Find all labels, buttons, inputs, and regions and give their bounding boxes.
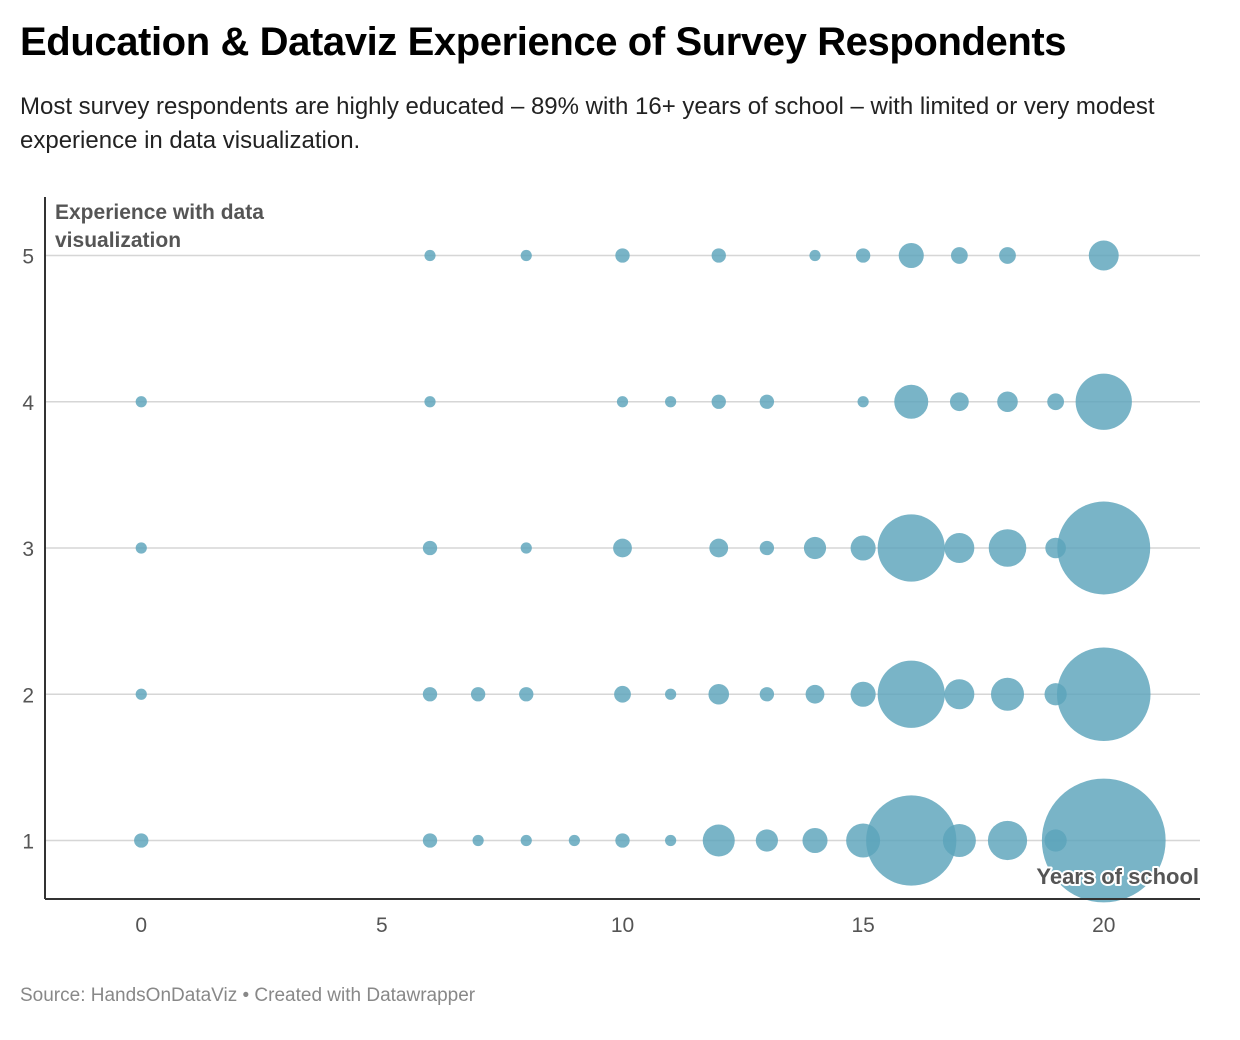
- y-tick-label: 2: [22, 684, 34, 707]
- y-tick-label: 1: [22, 831, 34, 854]
- y-tick-label: 5: [22, 246, 34, 269]
- bubbles: [134, 240, 1166, 903]
- bubble: [949, 392, 969, 412]
- bubble: [135, 396, 147, 408]
- bubble: [1057, 501, 1151, 595]
- y-axis-title-line-2: visualization: [55, 229, 181, 252]
- bubble: [665, 396, 677, 408]
- bubble: [470, 687, 486, 702]
- bubble: [857, 396, 869, 408]
- bubble: [422, 540, 438, 556]
- bubble: [990, 677, 1025, 711]
- bubble: [1075, 373, 1132, 430]
- bubble: [759, 394, 775, 409]
- bubble: [519, 687, 534, 702]
- bubble: [711, 248, 726, 263]
- bubble: [877, 514, 945, 582]
- x-tick-label: 20: [1092, 914, 1115, 937]
- bubble: [809, 249, 821, 262]
- bubble: [803, 536, 827, 560]
- bubble: [665, 834, 677, 847]
- bubble: [877, 660, 945, 728]
- chart-subtitle: Most survey respondents are highly educa…: [20, 93, 1155, 154]
- bubble: [135, 542, 147, 554]
- bubble: [1041, 778, 1166, 903]
- bubble: [866, 795, 957, 886]
- bubble: [709, 538, 729, 558]
- bubble: [944, 679, 975, 710]
- bubble: [711, 394, 726, 409]
- x-tick-label: 5: [376, 914, 388, 937]
- x-tick-label: 15: [851, 914, 874, 937]
- bubble: [135, 688, 147, 700]
- x-axis-title: Years of school: [1036, 864, 1199, 889]
- bubble: [1047, 393, 1065, 411]
- bubble: [987, 820, 1028, 861]
- bubble: [520, 834, 532, 847]
- bubble: [613, 538, 632, 558]
- source-note: Source: HandsOnDataViz • Created with Da…: [20, 985, 476, 1006]
- bubble: [759, 687, 775, 702]
- bubble: [422, 687, 438, 702]
- bubble: [520, 542, 532, 554]
- bubble: [1056, 647, 1151, 742]
- bubble: [950, 247, 968, 264]
- bubble: [898, 242, 924, 269]
- bubble: [708, 683, 730, 705]
- bubble: [616, 396, 629, 408]
- axes: [44, 197, 1200, 900]
- bubble: [894, 384, 929, 419]
- bubble: [520, 249, 532, 262]
- y-tick-label: 4: [22, 392, 34, 415]
- bubble: [568, 834, 580, 847]
- y-tick-label: 3: [22, 538, 34, 561]
- bubble: [944, 533, 975, 563]
- bubble: [424, 396, 436, 408]
- bubble: [999, 247, 1016, 264]
- bubble: [615, 248, 630, 263]
- bubble: [665, 688, 677, 700]
- x-tick-label: 10: [611, 914, 634, 937]
- x-tick-label: 0: [135, 914, 147, 937]
- bubble: [472, 834, 484, 847]
- bubble: [614, 685, 631, 703]
- bubble: [422, 833, 438, 848]
- bubble: [759, 540, 775, 556]
- bubble: [805, 684, 825, 704]
- bubble: [1088, 240, 1119, 271]
- bubble: [802, 827, 828, 854]
- bubble: [942, 823, 976, 858]
- chart-title: Education & Dataviz Experience of Survey…: [20, 20, 1067, 64]
- tick-labels: 1 2 3 4 5 0 5 10 15 20: [22, 246, 1115, 938]
- bubble: [850, 535, 876, 561]
- bubble: [988, 529, 1027, 567]
- bubble: [424, 249, 436, 262]
- bubble: [702, 824, 735, 857]
- bubble: [615, 833, 630, 848]
- bubble: [855, 248, 871, 263]
- y-axis-title-line-1: Experience with data: [55, 201, 264, 224]
- bubble: [997, 391, 1018, 413]
- bubble: [755, 829, 778, 852]
- bubble: [850, 681, 876, 707]
- bubble: [134, 833, 149, 848]
